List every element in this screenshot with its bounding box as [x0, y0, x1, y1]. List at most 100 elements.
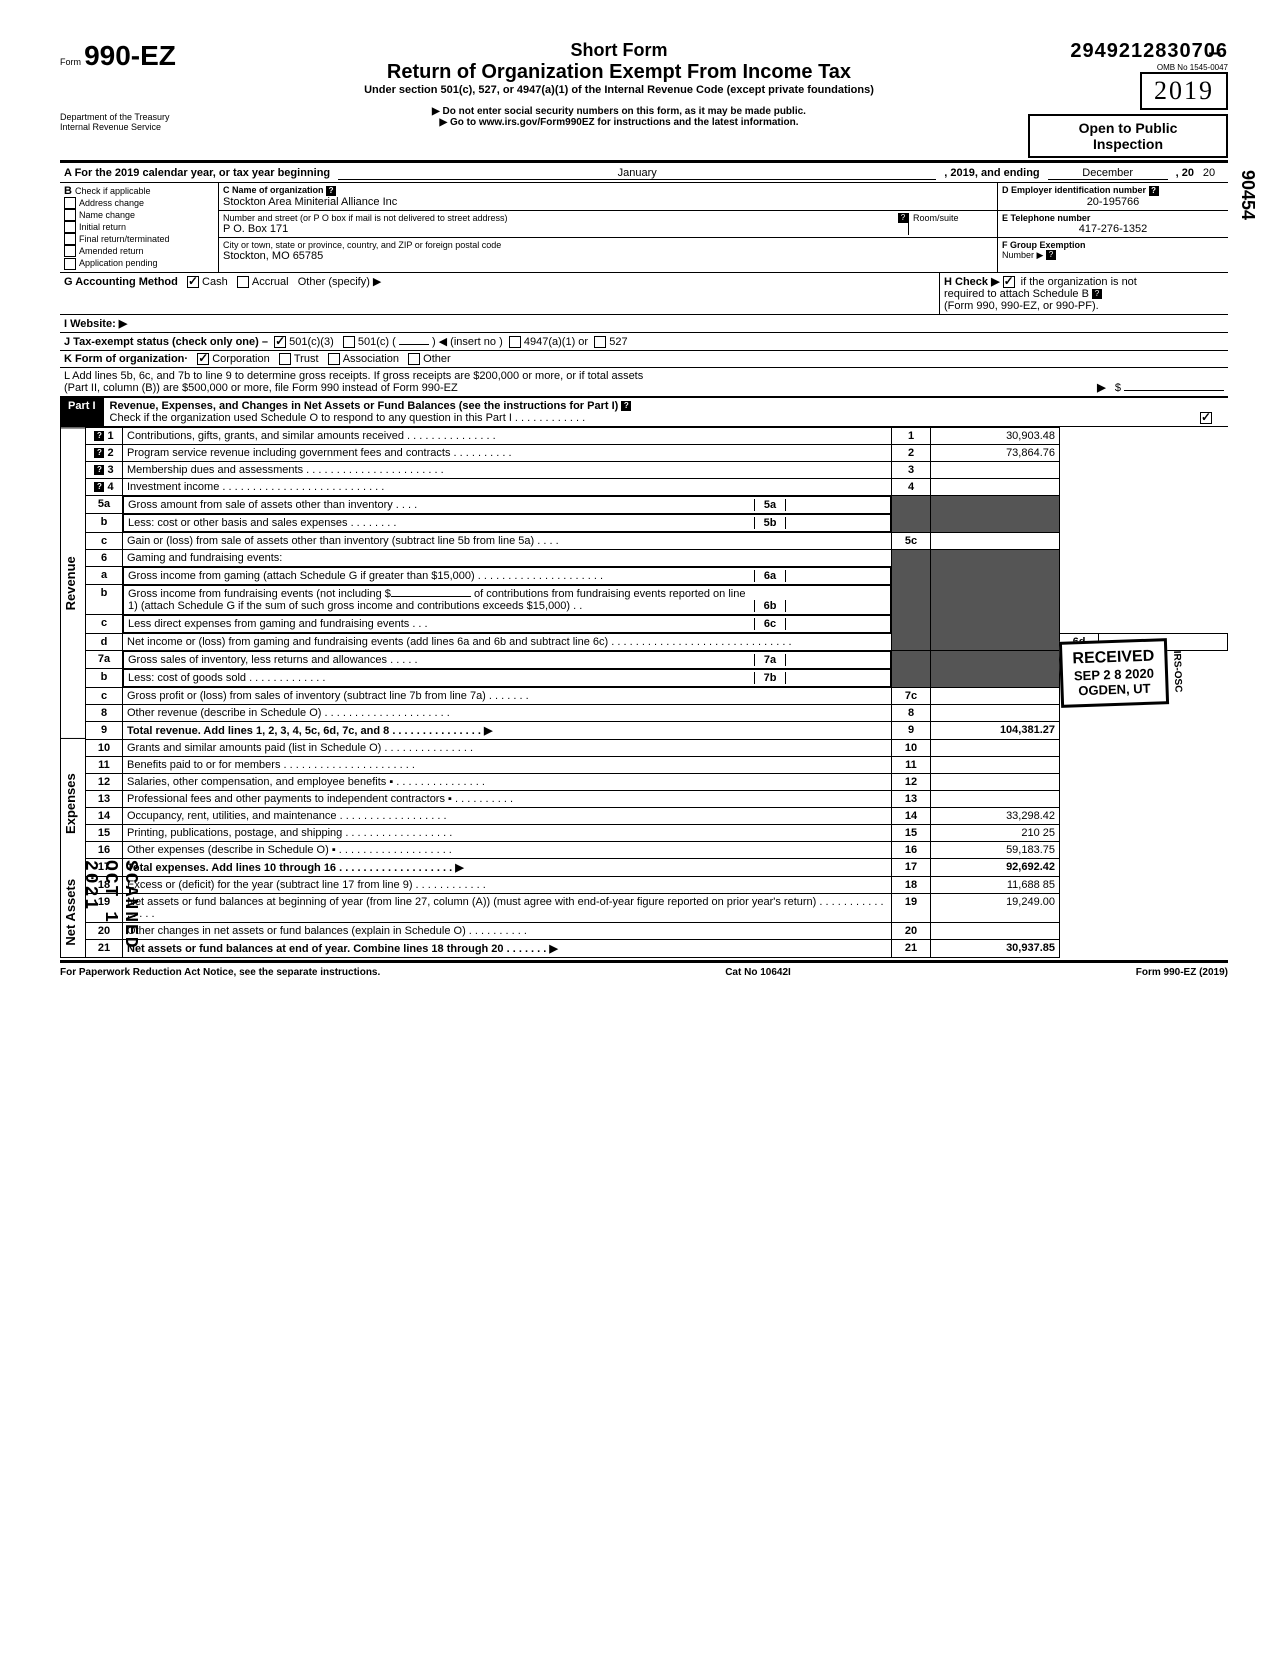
ld: Membership dues and assessments . . . . … [123, 461, 892, 478]
la [931, 687, 1060, 704]
j-501c3: 501(c)(3) [289, 336, 334, 348]
help-icon[interactable]: ? [621, 401, 631, 411]
ld: Gaming and fundraising events: [123, 549, 892, 566]
cb-final[interactable] [64, 233, 76, 245]
la: 59,183.75 [931, 841, 1060, 858]
opt-final: Final return/terminated [79, 234, 170, 244]
cb-amended[interactable] [64, 245, 76, 257]
ln: 9 [86, 721, 123, 739]
d-label: D Employer identification number [1002, 185, 1146, 195]
cb-name-change[interactable] [64, 209, 76, 221]
table-row: 6Gaming and fundraising events: [86, 549, 1228, 566]
g-cash: Cash [202, 276, 228, 288]
end-month: December [1048, 167, 1168, 180]
lb: 18 [892, 876, 931, 893]
cb-trust[interactable] [279, 353, 291, 365]
ein: 20-195766 [1002, 196, 1224, 208]
cb-501c3[interactable] [274, 336, 286, 348]
l-arrow: ▶ [1097, 382, 1105, 394]
table-row: 20Other changes in net assets or fund ba… [86, 922, 1228, 939]
b-sub: Check if applicable [75, 186, 151, 196]
ln: 5a [86, 495, 123, 514]
omb: OMB No 1545-0047 [1028, 63, 1228, 72]
cb-accrual[interactable] [237, 276, 249, 288]
lb: 16 [892, 841, 931, 858]
dept-line2: Internal Revenue Service [60, 122, 210, 132]
cb-cash[interactable] [187, 276, 199, 288]
opt-initial: Initial return [79, 222, 126, 232]
lb: 5c [892, 532, 931, 549]
table-row: 12Salaries, other compensation, and empl… [86, 773, 1228, 790]
public-line2: Inspection [1036, 136, 1220, 152]
street: P O. Box 171 [223, 223, 898, 235]
help-icon[interactable]: ? [1092, 289, 1102, 299]
ln: 4 [107, 481, 113, 493]
ln: 11 [86, 756, 123, 773]
cb-4947[interactable] [509, 336, 521, 348]
la: 104,381.27 [931, 721, 1060, 739]
help-icon[interactable]: ? [94, 431, 104, 441]
ln: b [86, 669, 123, 688]
lb: 11 [892, 756, 931, 773]
cb-sched-o[interactable] [1200, 412, 1212, 424]
e-label: E Telephone number [1002, 213, 1224, 223]
table-row: cGain or (loss) from sale of assets othe… [86, 532, 1228, 549]
ld: Net assets or fund balances at end of ye… [123, 939, 892, 957]
ln: 8 [86, 704, 123, 721]
table-row: 21Net assets or fund balances at end of … [86, 939, 1228, 957]
ld: Gross income from fundraising events (no… [128, 588, 391, 600]
city-label: City or town, state or province, country… [223, 240, 993, 250]
cb-pending[interactable] [64, 258, 76, 270]
la [931, 739, 1060, 756]
ld: Net income or (loss) from gaming and fun… [123, 633, 892, 650]
help-icon[interactable]: ? [326, 186, 336, 196]
ln: 3 [107, 464, 113, 476]
margin-code: 90454 [1237, 170, 1258, 220]
lb: 5b [754, 517, 786, 529]
cb-sched-b[interactable] [1003, 276, 1015, 288]
help-icon[interactable]: ? [94, 465, 104, 475]
public-inspection: Open to Public Inspection [1028, 114, 1228, 158]
cb-other-org[interactable] [408, 353, 420, 365]
lb: 17 [892, 858, 931, 876]
help-icon[interactable]: ? [1149, 186, 1159, 196]
vlabel-expenses: Expenses [61, 738, 85, 868]
part1-header: Part I Revenue, Expenses, and Changes in… [60, 396, 1228, 427]
part1-title: Revenue, Expenses, and Changes in Net As… [110, 400, 619, 412]
ln: 10 [86, 739, 123, 756]
help-icon[interactable]: ? [898, 213, 908, 223]
la [931, 478, 1060, 495]
la [931, 922, 1060, 939]
period-end-text: , 20 [1176, 167, 1194, 180]
help-icon[interactable]: ? [94, 448, 104, 458]
lb: 3 [892, 461, 931, 478]
ld: Benefits paid to or for members . . . . … [123, 756, 892, 773]
table-row: ? 1Contributions, gifts, grants, and sim… [86, 427, 1228, 444]
ld: Other changes in net assets or fund bala… [123, 922, 892, 939]
cb-assoc[interactable] [328, 353, 340, 365]
cb-527[interactable] [594, 336, 606, 348]
table-row: ? 2Program service revenue including gov… [86, 444, 1228, 461]
ln: c [86, 532, 123, 549]
k-label: K Form of organization· [64, 353, 188, 365]
la [931, 532, 1060, 549]
ld: Net assets or fund balances at beginning… [123, 893, 892, 922]
cb-address-change[interactable] [64, 197, 76, 209]
cb-501c[interactable] [343, 336, 355, 348]
lb: 6b [754, 600, 786, 612]
ld: Gross amount from sale of assets other t… [128, 499, 754, 511]
help-icon[interactable]: ? [1046, 250, 1056, 260]
main-title: Return of Organization Exempt From Incom… [220, 61, 1018, 84]
ln: 1 [107, 430, 113, 442]
h-text3: required to attach Schedule B [944, 288, 1089, 300]
la [931, 773, 1060, 790]
cb-corp[interactable] [197, 353, 209, 365]
opt-name: Name change [79, 210, 135, 220]
period-mid: , 2019, and ending [944, 167, 1039, 180]
table-row: 13Professional fees and other payments t… [86, 790, 1228, 807]
help-icon[interactable]: ? [94, 482, 104, 492]
cb-initial[interactable] [64, 221, 76, 233]
opt-address: Address change [79, 198, 144, 208]
row-a: A For the 2019 calendar year, or tax yea… [60, 165, 1228, 183]
g-other: Other (specify) ▶ [298, 276, 382, 288]
